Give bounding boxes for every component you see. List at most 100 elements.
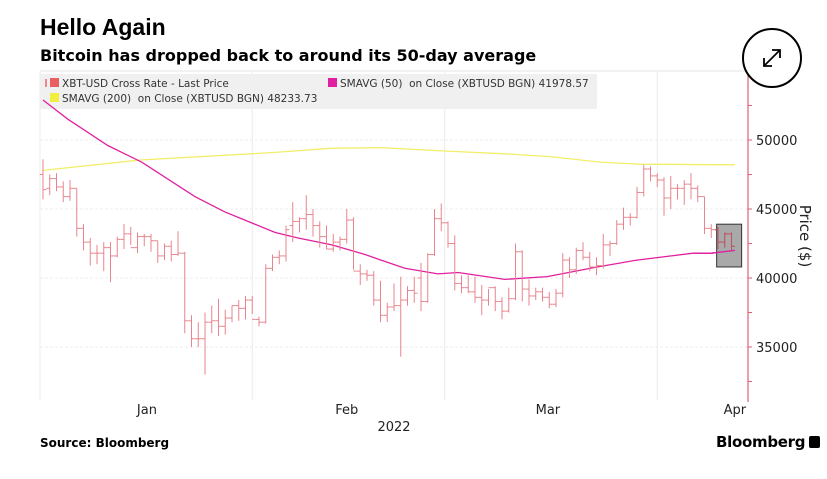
ohlc-bar (707, 224, 715, 238)
ohlc-bar (613, 220, 621, 245)
ohlc-bar (100, 242, 108, 272)
ohlc-bar (593, 257, 600, 276)
ohlc-bar (59, 181, 67, 203)
highlighted-ohlc-bar (728, 232, 735, 251)
ohlc-bar (694, 185, 702, 203)
legend-box (40, 74, 597, 109)
ohlc-bar (167, 240, 175, 262)
ohlc-bar (599, 233, 607, 269)
ohlc-bar (262, 264, 270, 324)
ohlc-bar (194, 322, 202, 348)
ohlc-bar (471, 276, 479, 303)
bloomberg-terminal-icon (809, 436, 821, 448)
ohlc-bar (539, 287, 546, 302)
ohlc-bar (363, 269, 371, 281)
ohlc-bar (161, 243, 168, 261)
sma200-line (42, 146, 735, 172)
ohlc-bar (282, 225, 290, 262)
ohlc-bar (532, 287, 540, 301)
ohlc-bar (113, 236, 121, 258)
chart-subtitle: Bitcoin has dropped back to around its 5… (40, 46, 537, 65)
ohlc-bar (390, 283, 398, 312)
ohlc-bar (640, 164, 648, 197)
ohlc-bar (383, 302, 391, 323)
ohlc-bar (350, 217, 357, 272)
ohlc-bar (309, 209, 317, 237)
ohlc-bar (356, 264, 364, 285)
ohlc-bar (296, 217, 303, 233)
ohlc-bar (525, 279, 533, 306)
ohlc-bar (248, 295, 256, 320)
ohlc-bar (208, 305, 216, 334)
ohlc-bar (437, 203, 445, 232)
sma50-line-highlighted (693, 249, 735, 254)
ohlc-bar (134, 232, 141, 254)
ohlc-bar (235, 300, 243, 321)
ohlc-bar (188, 315, 195, 348)
ohlc-bar (606, 240, 614, 256)
ohlc-bar (397, 276, 405, 357)
bar-legend-icon (45, 79, 47, 87)
ohlc-bar (323, 225, 330, 250)
ohlc-bar (120, 224, 128, 250)
ohlc-bar (228, 305, 236, 323)
ohlc-bar (653, 173, 661, 187)
ohlc-bar (444, 221, 452, 248)
highlight-box (716, 223, 743, 268)
ohlc-bar (491, 286, 499, 312)
ohlc-bar (336, 236, 344, 251)
ohlc-bar (80, 224, 87, 251)
source-note: Source: Bloomberg (40, 436, 170, 450)
y-tick-label: 35000 (756, 341, 797, 356)
expand-button[interactable] (742, 28, 802, 88)
ohlc-bar (39, 159, 47, 200)
ohlc-bar (579, 242, 587, 261)
ohlc-bar (647, 166, 654, 182)
ohlc-bar (701, 196, 708, 234)
ohlc-bar (221, 309, 229, 335)
x-axis-year-label: 2022 (377, 420, 410, 435)
ohlc-bar (552, 289, 560, 307)
ohlc-bar (377, 280, 384, 323)
ohlc-bar (410, 276, 418, 303)
bloomberg-logo: Bloomberg (716, 433, 821, 451)
x-tick-label: Jan (136, 403, 157, 418)
legend: XBT-USD Cross Rate - Last Price SMAVG (5… (45, 78, 589, 105)
legend-label-sma200: SMAVG (200) on Close (XBTUSD BGN) 48233.… (62, 93, 317, 105)
ohlc-bar (512, 243, 519, 301)
ohlc-bar (498, 297, 506, 320)
ohlc-bar (147, 233, 155, 252)
legend-swatch-sma200 (50, 93, 59, 102)
ohlc-bar (464, 275, 472, 294)
y-axis-label: Price ($) (796, 205, 814, 268)
ohlc-bar (127, 226, 135, 249)
ohlc-bar (255, 316, 263, 327)
ohlc-bar (93, 244, 101, 265)
ohlc-bar (687, 173, 695, 200)
ohlc-bar (275, 250, 283, 265)
ohlc-bar (586, 251, 594, 272)
ohlc-bar (674, 184, 681, 200)
ohlc-bar (505, 287, 513, 313)
legend-swatch-sma50 (328, 78, 337, 87)
price-bars (39, 159, 735, 375)
ohlc-bar (46, 174, 54, 196)
y-tick-label: 50000 (756, 134, 797, 149)
ohlc-bar (451, 235, 459, 291)
ohlc-bar (181, 251, 189, 334)
ohlc-bar (626, 213, 634, 226)
highlighted-ohlc-bar (714, 226, 722, 250)
chart-title: Hello Again (40, 14, 166, 40)
sma50-line (42, 99, 735, 281)
bloomberg-logo-text: Bloomberg (716, 433, 806, 451)
gridlines (39, 70, 748, 400)
ohlc-bar (86, 237, 94, 266)
ohlc-bar (545, 291, 553, 309)
ohlc-bar (343, 209, 351, 244)
ohlc-bar (667, 175, 675, 210)
x-tick-label: Mar (536, 403, 561, 418)
legend-label-price: XBT-USD Cross Rate - Last Price (62, 78, 229, 90)
ohlc-bar (431, 209, 438, 256)
ohlc-bar (201, 312, 209, 375)
